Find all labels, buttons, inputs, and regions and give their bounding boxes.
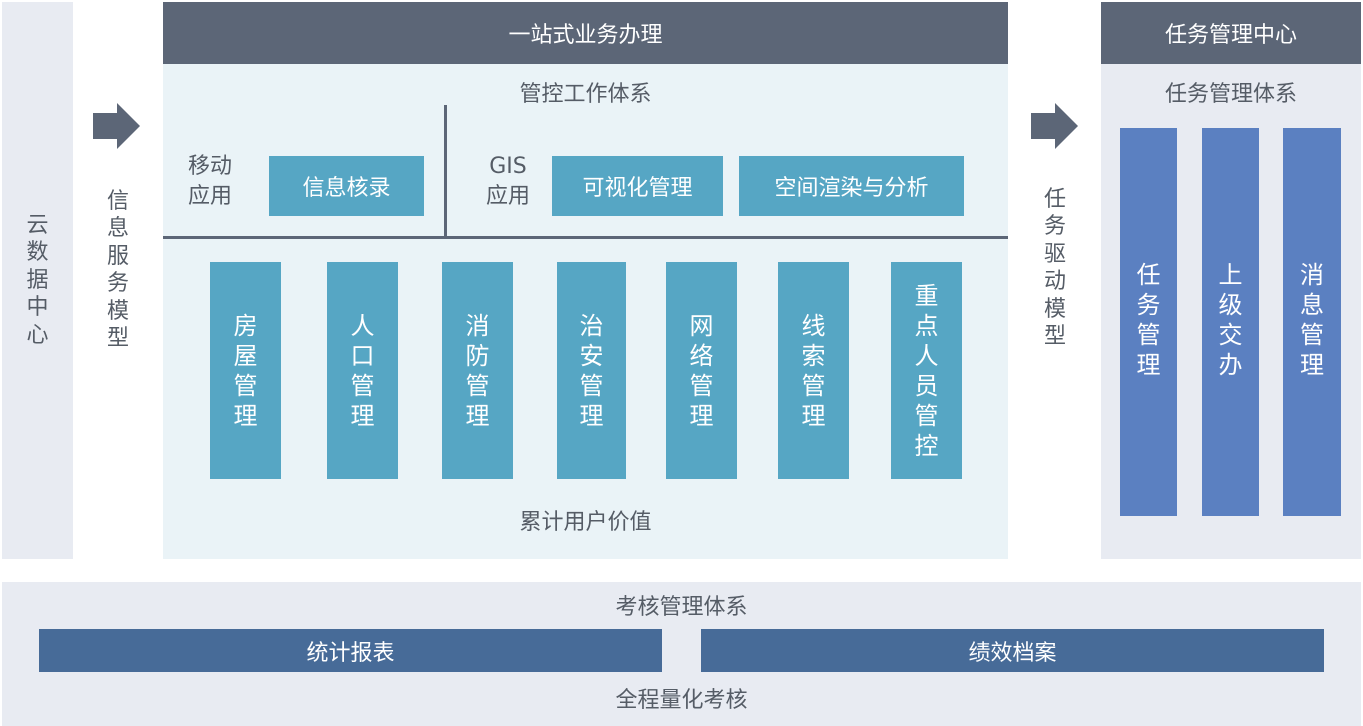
right-title: 任务管理中心 [1101, 2, 1361, 64]
performance-archive-bar: 绩效档案 [701, 629, 1324, 672]
bottom-footer: 全程量化考核 [615, 688, 748, 713]
message-management-box: 消息管理 [1283, 128, 1341, 516]
task-column-label: 任务管理 [1136, 261, 1161, 379]
bottom-title: 考核管理体系 [615, 595, 748, 620]
task-driven-model-label: 任务驱动模型 [1043, 186, 1066, 350]
fire-management-box: 消防管理 [442, 262, 513, 479]
column-label: 治安管理 [579, 311, 604, 430]
population-management-box: 人口管理 [327, 262, 398, 479]
gis-app-label: GIS 应用 [485, 154, 530, 209]
main-title: 一站式业务办理 [163, 2, 1008, 64]
task-management-box: 任务管理 [1120, 128, 1177, 516]
stat-report-bar: 统计报表 [39, 629, 662, 672]
task-driven-model: 任务驱动模型 [1035, 168, 1075, 368]
cloud-data-center: 云数据中心 [2, 2, 73, 559]
main-subtitle: 管控工作体系 [519, 82, 652, 107]
column-label: 重点人员管控 [914, 281, 939, 460]
info-verification-box: 信息核录 [269, 156, 424, 216]
right-subtitle: 任务管理体系 [1164, 82, 1297, 107]
visual-management-box: 可视化管理 [552, 156, 723, 216]
column-label: 消防管理 [465, 311, 490, 430]
security-management-box: 治安管理 [557, 262, 626, 479]
column-label: 网络管理 [689, 311, 714, 430]
superior-assignment-box: 上级交办 [1202, 128, 1259, 516]
network-management-box: 网络管理 [666, 262, 737, 479]
housing-management-box: 房屋管理 [210, 262, 281, 479]
key-personnel-box: 重点人员管控 [891, 262, 962, 479]
divider-vertical [444, 105, 447, 237]
column-label: 人口管理 [350, 311, 375, 430]
info-service-model-label: 信息服务模型 [106, 188, 129, 352]
info-service-model: 信息服务模型 [98, 170, 138, 370]
mobile-app-label: 移动 应用 [188, 154, 233, 209]
cloud-data-center-label: 云数据中心 [26, 212, 49, 348]
column-label: 房屋管理 [233, 311, 258, 430]
divider-horizontal [163, 236, 1008, 239]
main-footer: 累计用户价值 [519, 510, 652, 535]
spatial-render-box: 空间渲染与分析 [739, 156, 964, 216]
task-column-label: 上级交办 [1218, 261, 1243, 379]
task-column-label: 消息管理 [1300, 261, 1324, 379]
column-label: 线索管理 [801, 311, 826, 430]
arrow-right-icon [1031, 103, 1078, 149]
arrow-right-icon [93, 103, 140, 149]
clue-management-box: 线索管理 [778, 262, 849, 479]
